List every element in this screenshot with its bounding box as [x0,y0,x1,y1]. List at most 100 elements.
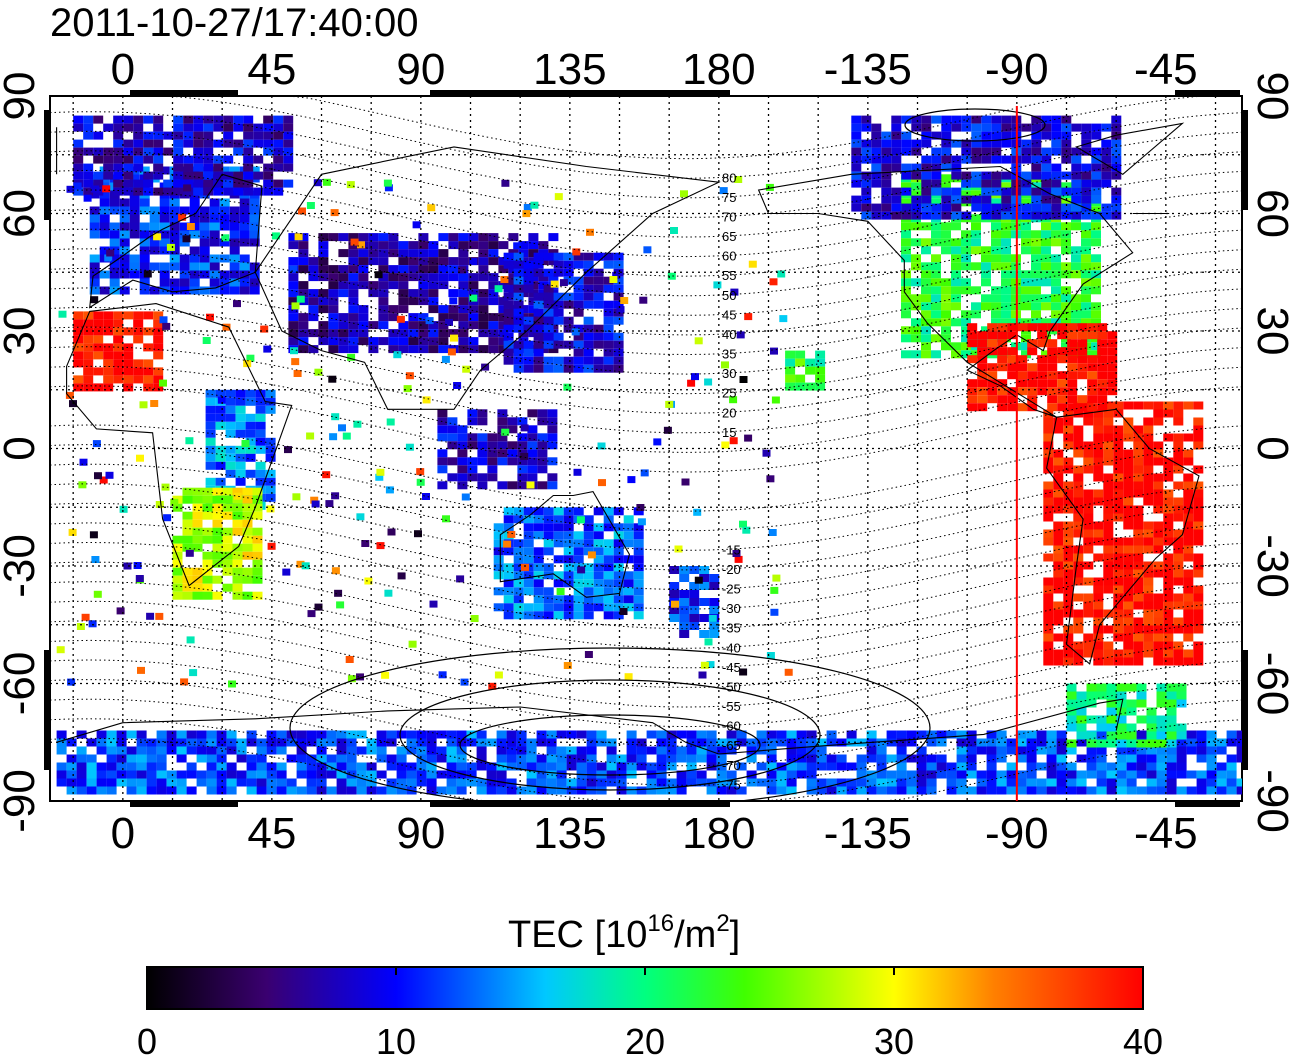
tec-cell [861,171,872,180]
tec-cell [1116,715,1127,724]
tec-cell [826,730,837,739]
tec-cell [1081,238,1091,247]
tec-cell [911,139,922,148]
tec-cell [265,389,276,398]
tec-cell [276,778,287,787]
tec-cell [133,319,144,328]
tec-cell [348,337,359,346]
tec-cell [361,540,370,547]
tec-cell [398,345,409,354]
tec-cell [1123,417,1134,426]
tec-cell [203,123,214,132]
tec-cell [143,155,154,164]
tec-cell [961,278,971,287]
tec-cell [961,171,972,180]
tec-cell [252,511,263,520]
tec-cell [229,230,240,239]
tec-cell [513,539,524,548]
tec-cell [276,730,287,739]
tec-cell [156,754,167,763]
tec-cell [513,252,524,261]
tec-cell [1226,770,1237,779]
tec-region-antarctic-peninsula [1066,683,1187,748]
tec-cell [1173,537,1184,546]
tec-cell [1086,683,1097,692]
tec-cell [486,738,497,747]
tec-cell [445,318,453,326]
tec-cell [826,762,837,771]
tec-cell [876,770,887,779]
tec-cell [986,730,997,739]
tec-cell [1103,409,1114,418]
tec-cell [1021,155,1032,164]
tec-cell [613,571,624,580]
tec-cell [477,481,488,490]
tec-cell [133,335,144,344]
tec-cell [606,762,617,771]
tec-cell [242,527,253,536]
tec-cell [633,571,644,580]
tec-cell [235,453,246,462]
tec-cell [374,271,383,279]
tec-cell [176,730,187,739]
tec-cell [573,260,584,269]
tec-cell [1047,363,1058,372]
tec-cell [795,350,806,359]
tec-cell [1001,246,1011,255]
tec-cell [563,340,574,349]
tec-cell [1001,286,1011,295]
tec-cell [116,730,127,739]
tec-cell [253,187,264,196]
tec-cell [1166,683,1177,692]
tec-cell [378,297,389,306]
tec-cell [981,294,991,303]
tec-cell [1073,489,1084,498]
tec-cell [456,575,465,583]
tec-cell [1051,163,1062,172]
tec-cell [997,347,1008,356]
tec-cell [941,174,951,183]
tec-cell [331,567,340,575]
tec-cell [225,445,236,454]
tec-cell [386,418,395,426]
tec-cell [991,147,1002,156]
tec-cell [921,195,932,204]
tec-cell [1053,601,1064,610]
tec-cell [901,171,912,180]
tec-cell [593,523,604,532]
tec-cell [513,284,524,293]
tec-cell [1116,754,1127,763]
tec-cell [446,754,457,763]
tec-cell [931,262,941,271]
tec-cell [656,746,667,755]
tec-cell [143,115,154,124]
tec-cell [119,254,130,263]
tec-cell [583,515,594,524]
tec-cell [537,417,548,426]
tec-cell [1043,449,1054,458]
tec-cell [318,289,329,298]
tec-cell [546,746,557,755]
tec-cell [533,603,544,612]
tec-cell [1056,738,1067,747]
tec-cell [901,350,911,359]
tec-cell [704,638,713,646]
tec-cell [806,754,817,763]
tec-cell [123,311,134,320]
tec-cell [1047,339,1058,348]
tec-cell [383,179,392,187]
tec-cell [1083,601,1094,610]
tec-cell [762,449,771,457]
tec-cell [971,302,981,311]
tec-cell [1046,738,1057,747]
tec-cell [209,278,220,287]
tec-cell [205,461,216,470]
tec-cell [488,682,497,690]
tec-cell [941,334,951,343]
tec-cell [1156,715,1167,724]
tec-cell [533,507,544,516]
tec-cell [266,786,277,795]
tec-cell [538,281,549,290]
tec-cell [438,305,449,314]
longitude-ticks-top: 0 45 90 135 180 -135 -90 -45 [111,45,1198,94]
